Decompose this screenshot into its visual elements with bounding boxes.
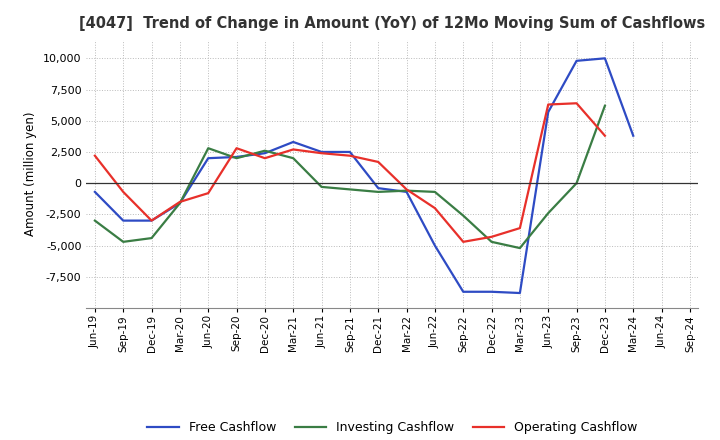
Line: Free Cashflow: Free Cashflow — [95, 59, 633, 293]
Operating Cashflow — [91, 153, 99, 158]
Free Cashflow — [544, 110, 552, 115]
Free Cashflow — [318, 149, 326, 154]
Investing Cashflow — [204, 146, 212, 151]
Operating Cashflow — [374, 159, 382, 165]
Operating Cashflow — [346, 153, 354, 158]
Operating Cashflow — [544, 102, 552, 107]
Investing Cashflow — [119, 239, 127, 245]
Operating Cashflow — [459, 239, 467, 245]
Line: Investing Cashflow: Investing Cashflow — [95, 106, 605, 248]
Free Cashflow — [204, 156, 212, 161]
Free Cashflow — [374, 186, 382, 191]
Free Cashflow — [629, 133, 637, 138]
Free Cashflow — [119, 218, 127, 223]
Operating Cashflow — [148, 218, 156, 223]
Investing Cashflow — [600, 103, 609, 108]
Investing Cashflow — [148, 235, 156, 241]
Line: Operating Cashflow: Operating Cashflow — [95, 103, 605, 242]
Free Cashflow — [459, 289, 467, 294]
Free Cashflow — [233, 154, 241, 160]
Operating Cashflow — [261, 156, 269, 161]
Investing Cashflow — [431, 189, 439, 194]
Investing Cashflow — [487, 239, 496, 245]
Investing Cashflow — [459, 213, 467, 218]
Operating Cashflow — [516, 225, 524, 231]
Free Cashflow — [148, 218, 156, 223]
Operating Cashflow — [402, 187, 411, 192]
Legend: Free Cashflow, Investing Cashflow, Operating Cashflow: Free Cashflow, Investing Cashflow, Opera… — [143, 416, 642, 439]
Investing Cashflow — [261, 148, 269, 154]
Investing Cashflow — [544, 210, 552, 216]
Investing Cashflow — [516, 246, 524, 251]
Operating Cashflow — [572, 101, 581, 106]
Free Cashflow — [572, 58, 581, 63]
Operating Cashflow — [487, 234, 496, 239]
Free Cashflow — [261, 150, 269, 156]
Free Cashflow — [516, 290, 524, 296]
Operating Cashflow — [289, 147, 297, 152]
Investing Cashflow — [346, 187, 354, 192]
Investing Cashflow — [176, 201, 184, 206]
Free Cashflow — [91, 189, 99, 194]
Investing Cashflow — [91, 218, 99, 223]
Investing Cashflow — [318, 184, 326, 190]
Free Cashflow — [176, 201, 184, 206]
Operating Cashflow — [119, 189, 127, 194]
Operating Cashflow — [204, 191, 212, 196]
Operating Cashflow — [431, 205, 439, 211]
Y-axis label: Amount (million yen): Amount (million yen) — [24, 112, 37, 236]
Investing Cashflow — [289, 156, 297, 161]
Free Cashflow — [402, 189, 411, 194]
Free Cashflow — [346, 149, 354, 154]
Free Cashflow — [431, 243, 439, 248]
Operating Cashflow — [233, 146, 241, 151]
Operating Cashflow — [318, 150, 326, 156]
Free Cashflow — [600, 56, 609, 61]
Operating Cashflow — [600, 133, 609, 138]
Investing Cashflow — [233, 156, 241, 161]
Operating Cashflow — [176, 199, 184, 205]
Title: [4047]  Trend of Change in Amount (YoY) of 12Mo Moving Sum of Cashflows: [4047] Trend of Change in Amount (YoY) o… — [79, 16, 706, 32]
Free Cashflow — [487, 289, 496, 294]
Investing Cashflow — [572, 180, 581, 186]
Free Cashflow — [289, 139, 297, 145]
Investing Cashflow — [402, 188, 411, 193]
Investing Cashflow — [374, 189, 382, 194]
